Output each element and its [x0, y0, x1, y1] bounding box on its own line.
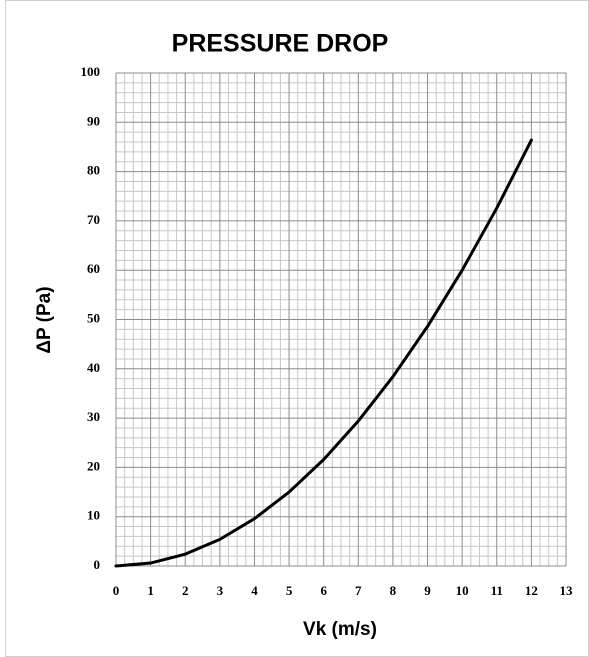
x-tick-label: 10 [456, 583, 469, 598]
y-tick-label: 60 [87, 261, 100, 276]
x-tick-label: 13 [560, 583, 574, 598]
y-tick-label: 10 [87, 508, 100, 523]
y-tick-label: 30 [87, 409, 100, 424]
chart-title: PRESSURE DROP [172, 30, 389, 58]
y-tick-label: 80 [87, 163, 100, 178]
y-tick-label: 20 [87, 458, 100, 473]
y-tick-label: 90 [87, 113, 100, 128]
x-tick-label: 0 [113, 583, 120, 598]
y-axis-label: ΔP (Pa) [34, 286, 55, 353]
x-tick-label: 7 [355, 583, 362, 598]
x-tick-label: 4 [251, 583, 258, 598]
x-tick-label: 2 [182, 583, 189, 598]
y-tick-label: 100 [81, 64, 101, 79]
line-series [114, 138, 533, 568]
x-tick-label: 1 [147, 583, 154, 598]
x-tick-label: 3 [217, 583, 224, 598]
x-axis-label: Vk (m/s) [303, 619, 377, 640]
y-tick-label: 0 [94, 557, 101, 572]
y-tick-label: 40 [87, 360, 100, 375]
x-tick-label: 5 [286, 583, 293, 598]
x-tick-label: 8 [390, 583, 397, 598]
y-tick-label: 70 [87, 212, 100, 227]
x-tick-label: 11 [491, 583, 503, 598]
y-tick-label: 50 [87, 310, 100, 325]
x-tick-label: 12 [525, 583, 538, 598]
x-tick-label: 6 [320, 583, 327, 598]
x-tick-label: 9 [424, 583, 431, 598]
